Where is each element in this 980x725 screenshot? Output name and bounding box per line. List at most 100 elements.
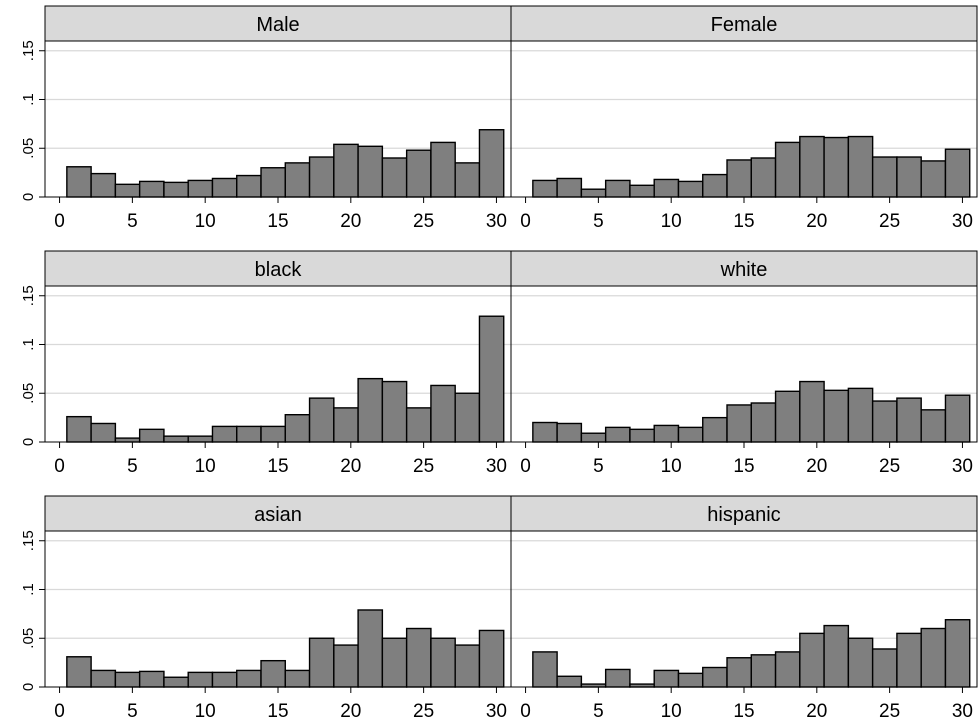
histogram-bar-asian xyxy=(66,656,92,688)
histogram-bar-white xyxy=(896,397,922,443)
panel-title-asian: asian xyxy=(254,504,302,526)
x-tick-label-hispanic: 10 xyxy=(661,701,682,722)
panel-title-hispanic: hispanic xyxy=(707,504,780,526)
histogram-bar-asian xyxy=(405,627,432,688)
histogram-bar-white xyxy=(726,404,752,443)
histogram-bar-male xyxy=(478,129,505,198)
histogram-bar-female xyxy=(556,177,583,198)
histogram-bar-white xyxy=(871,400,898,443)
histogram-bar-black xyxy=(236,425,262,443)
histogram-bar-male xyxy=(405,149,432,198)
y-tick-label-black: 0 xyxy=(20,438,37,446)
x-tick-label-black: 0 xyxy=(54,456,65,477)
histogram-bar-female xyxy=(774,141,801,198)
panel-title-white: white xyxy=(720,259,768,281)
histogram-bar-male xyxy=(357,145,384,198)
y-tick-label-male: .05 xyxy=(20,138,37,159)
histogram-bar-female xyxy=(750,157,777,198)
histogram-bar-hispanic xyxy=(920,627,947,688)
histogram-bar-asian xyxy=(381,637,408,688)
y-tick-label-asian: 0 xyxy=(20,683,37,691)
histogram-bar-white xyxy=(629,428,655,443)
histogram-bar-hispanic xyxy=(799,632,825,688)
histogram-bar-white xyxy=(823,389,850,443)
histogram-bar-asian xyxy=(284,669,311,688)
histogram-bar-black xyxy=(284,414,311,443)
x-tick-label-asian: 5 xyxy=(127,701,138,722)
histogram-bar-black xyxy=(66,415,92,443)
histogram-bar-asian xyxy=(236,669,262,688)
histogram-bar-white xyxy=(580,432,607,443)
x-tick-label-hispanic: 15 xyxy=(733,701,754,722)
histogram-bar-asian xyxy=(357,609,384,688)
x-tick-label-white: 25 xyxy=(879,456,900,477)
histogram-bar-asian xyxy=(163,676,189,688)
x-tick-label-male: 0 xyxy=(54,211,65,232)
histogram-bar-white xyxy=(677,426,704,443)
histogram-bar-asian xyxy=(454,644,481,688)
y-tick-label-black: .1 xyxy=(20,338,37,351)
histogram-bar-black xyxy=(381,380,408,443)
histogram-bar-black xyxy=(357,377,384,443)
panel-title-male: Male xyxy=(256,14,299,36)
histogram-bar-asian xyxy=(138,670,165,688)
histogram-bar-asian xyxy=(308,637,335,688)
x-tick-label-hispanic: 5 xyxy=(593,701,604,722)
histogram-bar-white xyxy=(750,402,777,443)
histogram-bar-hispanic xyxy=(896,632,922,688)
histogram-bar-male xyxy=(284,162,311,198)
x-tick-label-black: 25 xyxy=(413,456,434,477)
histogram-bar-hispanic xyxy=(871,648,898,688)
x-tick-label-black: 30 xyxy=(486,456,507,477)
histogram-bar-black xyxy=(114,437,141,443)
x-tick-label-white: 15 xyxy=(733,456,754,477)
x-tick-label-male: 25 xyxy=(413,211,434,232)
x-tick-label-asian: 25 xyxy=(413,701,434,722)
histogram-bar-female xyxy=(896,156,922,198)
histogram-bar-black xyxy=(260,425,286,443)
histogram-bar-asian xyxy=(430,637,456,688)
y-tick-label-asian: .15 xyxy=(20,530,37,551)
histogram-bar-black xyxy=(138,428,165,443)
x-tick-label-hispanic: 25 xyxy=(879,701,900,722)
histogram-bar-male xyxy=(260,167,286,198)
x-tick-label-female: 30 xyxy=(952,211,973,232)
histogram-bar-female xyxy=(847,135,874,198)
histogram-bar-asian xyxy=(114,671,141,688)
histogram-bar-white xyxy=(847,387,874,443)
histogram-bar-asian xyxy=(211,671,238,688)
histogram-bar-female xyxy=(823,136,850,198)
x-tick-label-male: 30 xyxy=(486,211,507,232)
histogram-bar-asian xyxy=(187,671,214,688)
x-tick-label-asian: 15 xyxy=(267,701,288,722)
histogram-bar-black xyxy=(163,435,189,443)
histogram-bar-asian xyxy=(90,669,117,688)
histogram-bar-female xyxy=(604,179,631,198)
histogram-bar-female xyxy=(580,188,607,198)
histogram-bar-male xyxy=(381,157,408,198)
histogram-bar-hispanic xyxy=(823,624,850,688)
histogram-bar-male xyxy=(430,141,456,198)
histogram-bar-black xyxy=(478,315,505,443)
histogram-bar-white xyxy=(799,380,825,443)
x-tick-label-male: 10 xyxy=(195,211,216,232)
x-tick-label-female: 15 xyxy=(733,211,754,232)
histogram-bar-hispanic xyxy=(750,654,777,688)
histogram-bar-white xyxy=(774,390,801,443)
histogram-bar-male xyxy=(308,156,335,198)
histogram-bar-female xyxy=(653,178,680,198)
panel-strip-male xyxy=(44,5,512,42)
x-tick-label-asian: 0 xyxy=(54,701,65,722)
panel-strip-asian xyxy=(44,495,512,532)
histogram-bar-female xyxy=(532,179,558,198)
histogram-bar-white xyxy=(604,426,631,443)
histogram-bar-male xyxy=(90,172,117,198)
x-tick-label-white: 10 xyxy=(661,456,682,477)
x-tick-label-black: 5 xyxy=(127,456,138,477)
x-tick-label-black: 15 xyxy=(267,456,288,477)
histogram-bar-male xyxy=(66,166,92,198)
histogram-bar-hispanic xyxy=(556,675,583,688)
y-tick-label-male: .15 xyxy=(20,40,37,61)
histogram-bar-hispanic xyxy=(726,657,752,688)
histogram-bar-black xyxy=(430,384,456,443)
